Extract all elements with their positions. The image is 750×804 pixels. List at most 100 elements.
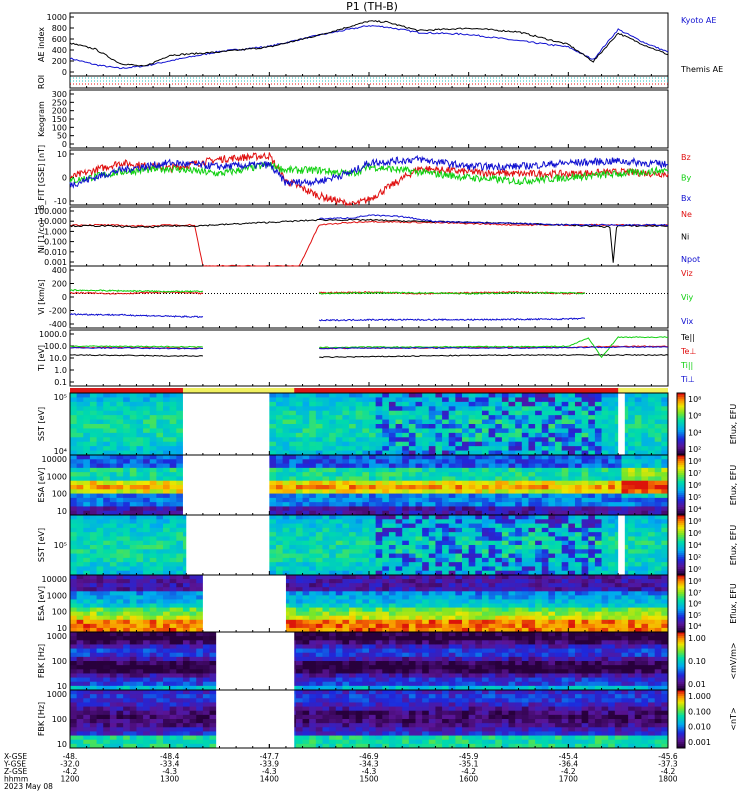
- heatmap-cell: [110, 464, 117, 469]
- heatmap-cell: [97, 566, 104, 571]
- heatmap-cell: [342, 604, 349, 608]
- heatmap-cell: [429, 459, 436, 464]
- heatmap-cell: [276, 424, 283, 429]
- heatmap-cell: [143, 489, 150, 494]
- heatmap-cell: [143, 494, 150, 499]
- heatmap-cell: [568, 464, 575, 469]
- heatmap-cell: [369, 554, 376, 559]
- heatmap-cell: [542, 420, 549, 425]
- heatmap-cell: [648, 519, 655, 524]
- heatmap-cell: [429, 591, 436, 595]
- heatmap-cell: [150, 464, 157, 469]
- heatmap-cell: [316, 515, 323, 520]
- heatmap-cell: [555, 519, 562, 524]
- heatmap-cell: [396, 587, 403, 591]
- heatmap-cell: [77, 446, 84, 451]
- heatmap-cell: [535, 566, 542, 571]
- heatmap-cell: [595, 472, 602, 477]
- heatmap-cell: [455, 424, 462, 429]
- heatmap-cell: [641, 420, 648, 425]
- heatmap-cell: [156, 498, 163, 503]
- heatmap-cell: [296, 476, 303, 481]
- heatmap-cell: [429, 545, 436, 550]
- heatmap-cell: [455, 604, 462, 608]
- heatmap-cell: [356, 424, 363, 429]
- heatmap-cell: [595, 428, 602, 433]
- heatmap-cell: [97, 485, 104, 490]
- heatmap-cell: [117, 455, 124, 460]
- heatmap-cell: [602, 515, 609, 520]
- heatmap-cell: [296, 402, 303, 407]
- heatmap-cell: [442, 579, 449, 583]
- heatmap-cell: [455, 591, 462, 595]
- heatmap-cell: [309, 411, 316, 416]
- heatmap-cell: [435, 485, 442, 490]
- heatmap-cell: [462, 406, 469, 411]
- heatmap-cell: [136, 583, 143, 587]
- heatmap-cell: [389, 476, 396, 481]
- heatmap-cell: [562, 515, 569, 520]
- heatmap-cell: [621, 506, 628, 511]
- heatmap-cell: [322, 562, 329, 567]
- heatmap-cell: [376, 397, 383, 402]
- heatmap-cell: [429, 579, 436, 583]
- heatmap-cell: [522, 620, 529, 624]
- heatmap-cell: [349, 393, 356, 398]
- heatmap-cell: [555, 545, 562, 550]
- heatmap-cell: [309, 536, 316, 541]
- heatmap-cell: [309, 446, 316, 451]
- heatmap-cell: [283, 489, 290, 494]
- heatmap-cell: [309, 583, 316, 587]
- heatmap-cell: [595, 498, 602, 503]
- heatmap-cell: [90, 402, 97, 407]
- heatmap-cell: [170, 476, 177, 481]
- heatmap-cell: [548, 583, 555, 587]
- heatmap-cell: [70, 397, 77, 402]
- heatmap-cell: [336, 524, 343, 529]
- heatmap-cell: [382, 411, 389, 416]
- heatmap-cell: [269, 536, 276, 541]
- heatmap-cell: [303, 402, 310, 407]
- heatmap-cell: [489, 579, 496, 583]
- heatmap-cell: [336, 489, 343, 494]
- heatmap-cell: [475, 575, 482, 579]
- heatmap-cell: [170, 442, 177, 447]
- heatmap-cell: [83, 459, 90, 464]
- heatmap-cell: [542, 433, 549, 438]
- heatmap-cell: [176, 604, 183, 608]
- heatmap-cell: [103, 446, 110, 451]
- heatmap-cell: [103, 437, 110, 442]
- heatmap-cell: [482, 420, 489, 425]
- heatmap-cell: [382, 519, 389, 524]
- heatmap-cell: [402, 446, 409, 451]
- heatmap-cell: [548, 604, 555, 608]
- heatmap-cell: [130, 583, 137, 587]
- heatmap-cell: [156, 472, 163, 477]
- heatmap-cell: [163, 528, 170, 533]
- heatmap-cell: [296, 554, 303, 559]
- heatmap-cell: [495, 616, 502, 620]
- heatmap-cell: [462, 433, 469, 438]
- heatmap-cell: [568, 420, 575, 425]
- heatmap-cell: [362, 532, 369, 537]
- heatmap-cell: [602, 536, 609, 541]
- heatmap-cell: [641, 532, 648, 537]
- heatmap-cell: [648, 541, 655, 546]
- heatmap-cell: [542, 464, 549, 469]
- heatmap-cell: [489, 624, 496, 628]
- heatmap-cell: [110, 549, 117, 554]
- heatmap-cell: [469, 406, 476, 411]
- heatmap-cell: [661, 415, 668, 420]
- heatmap-cell: [615, 455, 622, 460]
- heatmap-cell: [183, 616, 190, 620]
- heatmap-cell: [475, 524, 482, 529]
- heatmap-cell: [176, 446, 183, 451]
- heatmap-cell: [429, 515, 436, 520]
- heatmap-cell: [382, 608, 389, 612]
- heatmap-cell: [349, 476, 356, 481]
- heatmap-cell: [528, 397, 535, 402]
- heatmap-cell: [309, 620, 316, 624]
- heatmap-cell: [489, 549, 496, 554]
- heatmap-cell: [648, 536, 655, 541]
- heatmap-cell: [190, 579, 197, 583]
